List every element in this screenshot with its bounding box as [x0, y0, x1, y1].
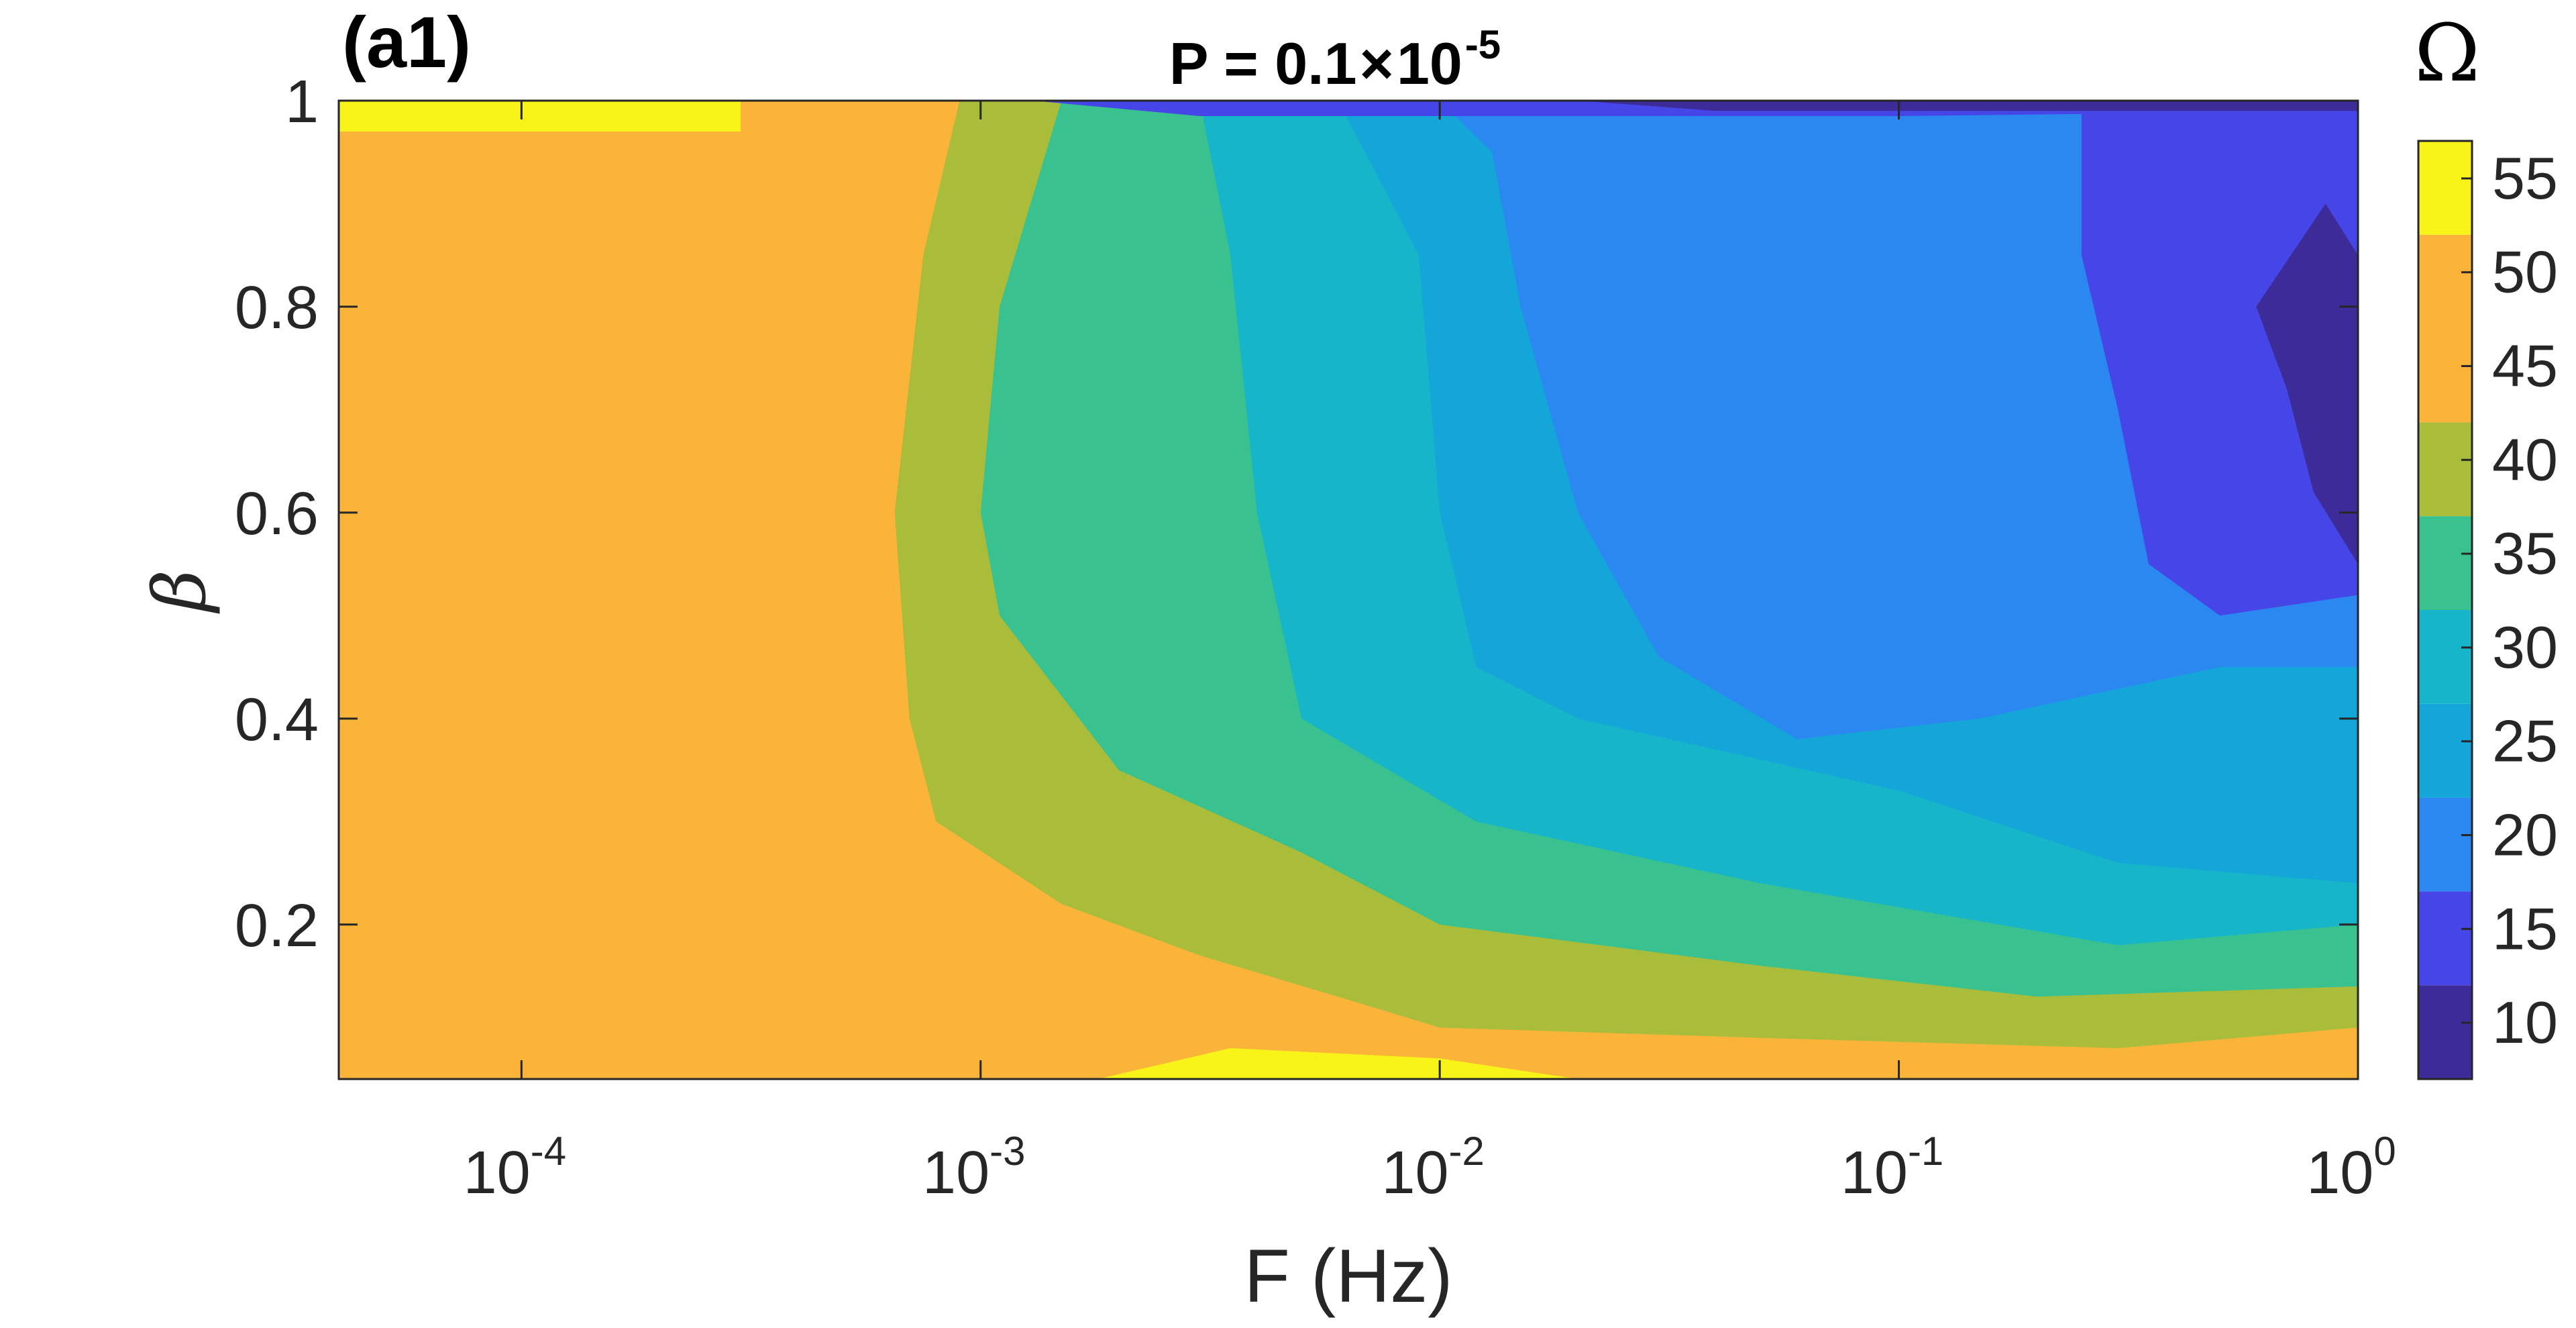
y-tick-label: 0.8: [235, 274, 319, 342]
title-exponent: -5: [1465, 22, 1501, 67]
y-axis: 0.2 0.4 0.6 0.8 1: [235, 68, 2358, 960]
colorbar-tick-label: 10: [2492, 989, 2558, 1056]
colorbar-band: [2418, 610, 2472, 704]
colorbar-tick-label: 30: [2492, 614, 2558, 680]
plot-frame: [337, 99, 2359, 1080]
x-tick-label: 10-4: [464, 1129, 566, 1207]
chart-title: P = 0.1 × 10 -5: [1169, 22, 1501, 97]
colorbar-band: [2418, 234, 2472, 423]
x-tick-label: 10-1: [1841, 1129, 1943, 1207]
colorbar-band: [2418, 141, 2472, 235]
colorbar-tick-label: 35: [2492, 520, 2558, 586]
y-tick-label: 0.6: [235, 480, 319, 548]
colorbar-tick-label: 15: [2492, 895, 2558, 962]
y-tick-label: 1: [285, 68, 319, 136]
colorbar-tick-label: 20: [2492, 802, 2558, 868]
y-tick-label: 0.2: [235, 892, 319, 960]
y-tick-label: 0.4: [235, 686, 319, 754]
x-axis: 10-4 10-3 10-2 10-1 100: [464, 101, 2396, 1207]
x-tick-label: 100: [2306, 1129, 2396, 1207]
colorbar-tick-label: 45: [2492, 333, 2558, 399]
x-axis-label: F (Hz): [1244, 1234, 1452, 1318]
colorbar-band: [2418, 891, 2472, 986]
colorbar-label: Ω: [2414, 7, 2480, 99]
colorbar-tick-label: 40: [2492, 426, 2558, 493]
x-tick-label: 10-3: [922, 1129, 1025, 1207]
colorbar-tick-label: 50: [2492, 239, 2558, 305]
contour-region-omega-15: [2081, 101, 2358, 616]
title-prefix: P = 0.1: [1169, 30, 1357, 97]
title-base: 10: [1397, 30, 1462, 97]
colorbar: 10 15 20 25 30 35 40 45 50 55: [2417, 140, 2558, 1080]
colorbar-band: [2418, 422, 2472, 517]
contour-region-omega-10-top: [1578, 101, 2358, 111]
colorbar-frame: [2417, 140, 2473, 1080]
colorbar-band: [2418, 797, 2472, 892]
colorbar-tick-label: 25: [2492, 708, 2558, 774]
contour-region-omega-10-right: [2256, 203, 2358, 564]
colorbar-band: [2418, 516, 2472, 610]
contour-regions: [339, 101, 2358, 1079]
colorbar-tick-label: 55: [2492, 145, 2558, 211]
y-axis-label: β: [138, 570, 222, 614]
panel-label: (a1): [342, 1, 471, 83]
title-times: ×: [1360, 30, 1394, 97]
colorbar-band: [2418, 703, 2472, 798]
colorbar-band: [2418, 985, 2472, 1079]
x-tick-label: 10-2: [1381, 1129, 1484, 1207]
